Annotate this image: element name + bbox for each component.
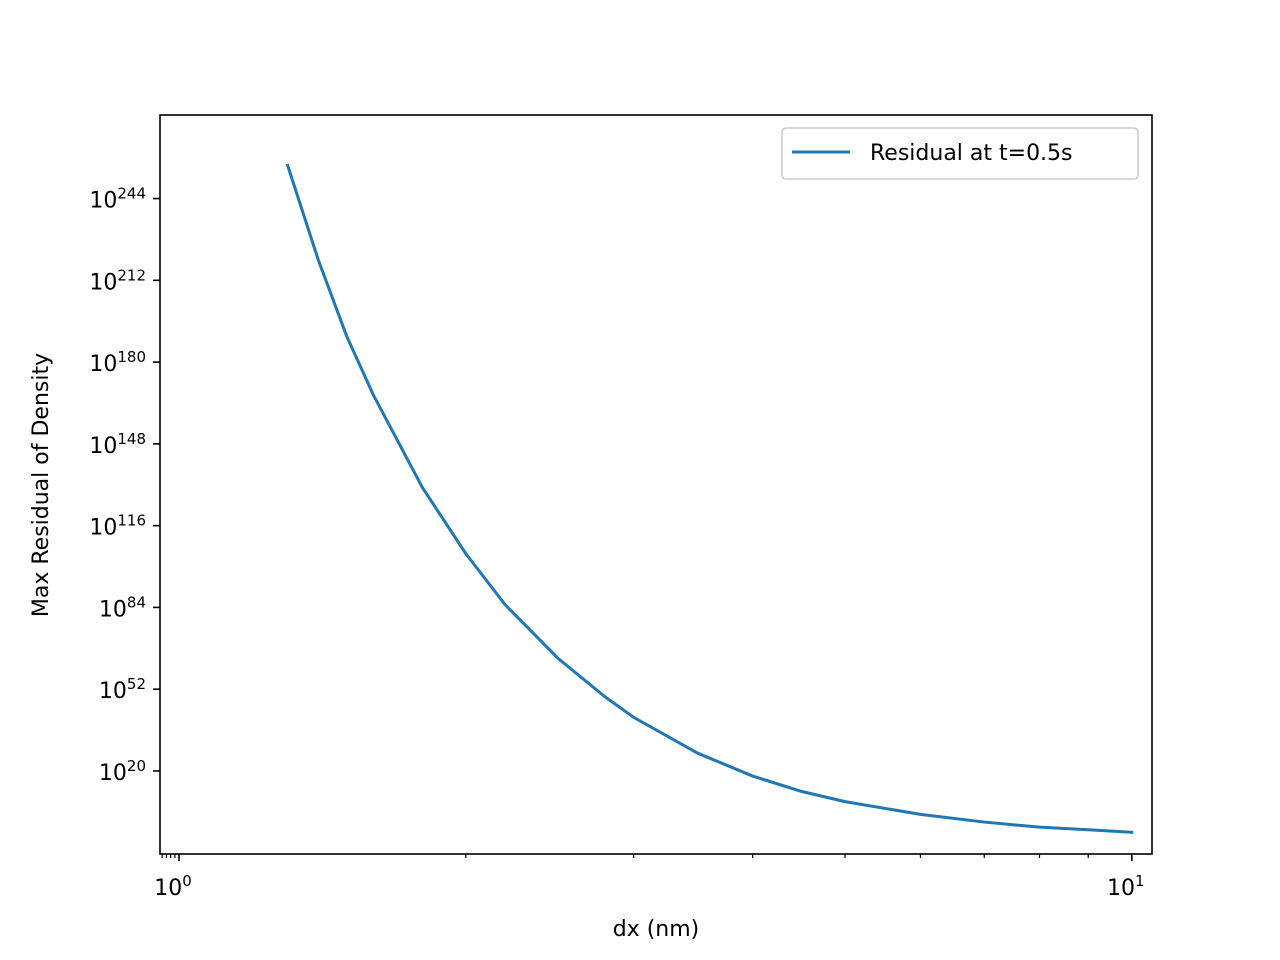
x-axis-label: dx (nm) — [613, 917, 700, 942]
x-tick-label: 100 — [154, 872, 192, 901]
y-tick-label: 10244 — [89, 185, 146, 214]
y-tick-label: 10148 — [89, 430, 146, 459]
x-tick-label: 101 — [1107, 872, 1145, 901]
y-tick-label: 1020 — [99, 757, 146, 786]
y-axis-label: Max Residual of Density — [29, 353, 54, 617]
y-tick-label: 10212 — [89, 266, 146, 295]
plot-frame — [159, 114, 1153, 855]
legend-box — [781, 127, 1139, 180]
y-axis-ticks: 1020 1052 1084 10116 10148 10180 10212 10244 — [89, 185, 160, 786]
y-tick-label: 1052 — [99, 675, 146, 704]
legend-label: Residual at t=0.5s — [870, 141, 1073, 166]
y-tick-label: 10116 — [89, 512, 146, 541]
x-axis-ticks: 100 101 — [154, 854, 1145, 901]
series-group — [285, 163, 1134, 834]
y-tick-label: 1084 — [99, 593, 146, 622]
series-line — [285, 163, 1134, 834]
y-tick-label: 10180 — [89, 348, 146, 377]
legend: Residual at t=0.5s — [781, 127, 1139, 180]
